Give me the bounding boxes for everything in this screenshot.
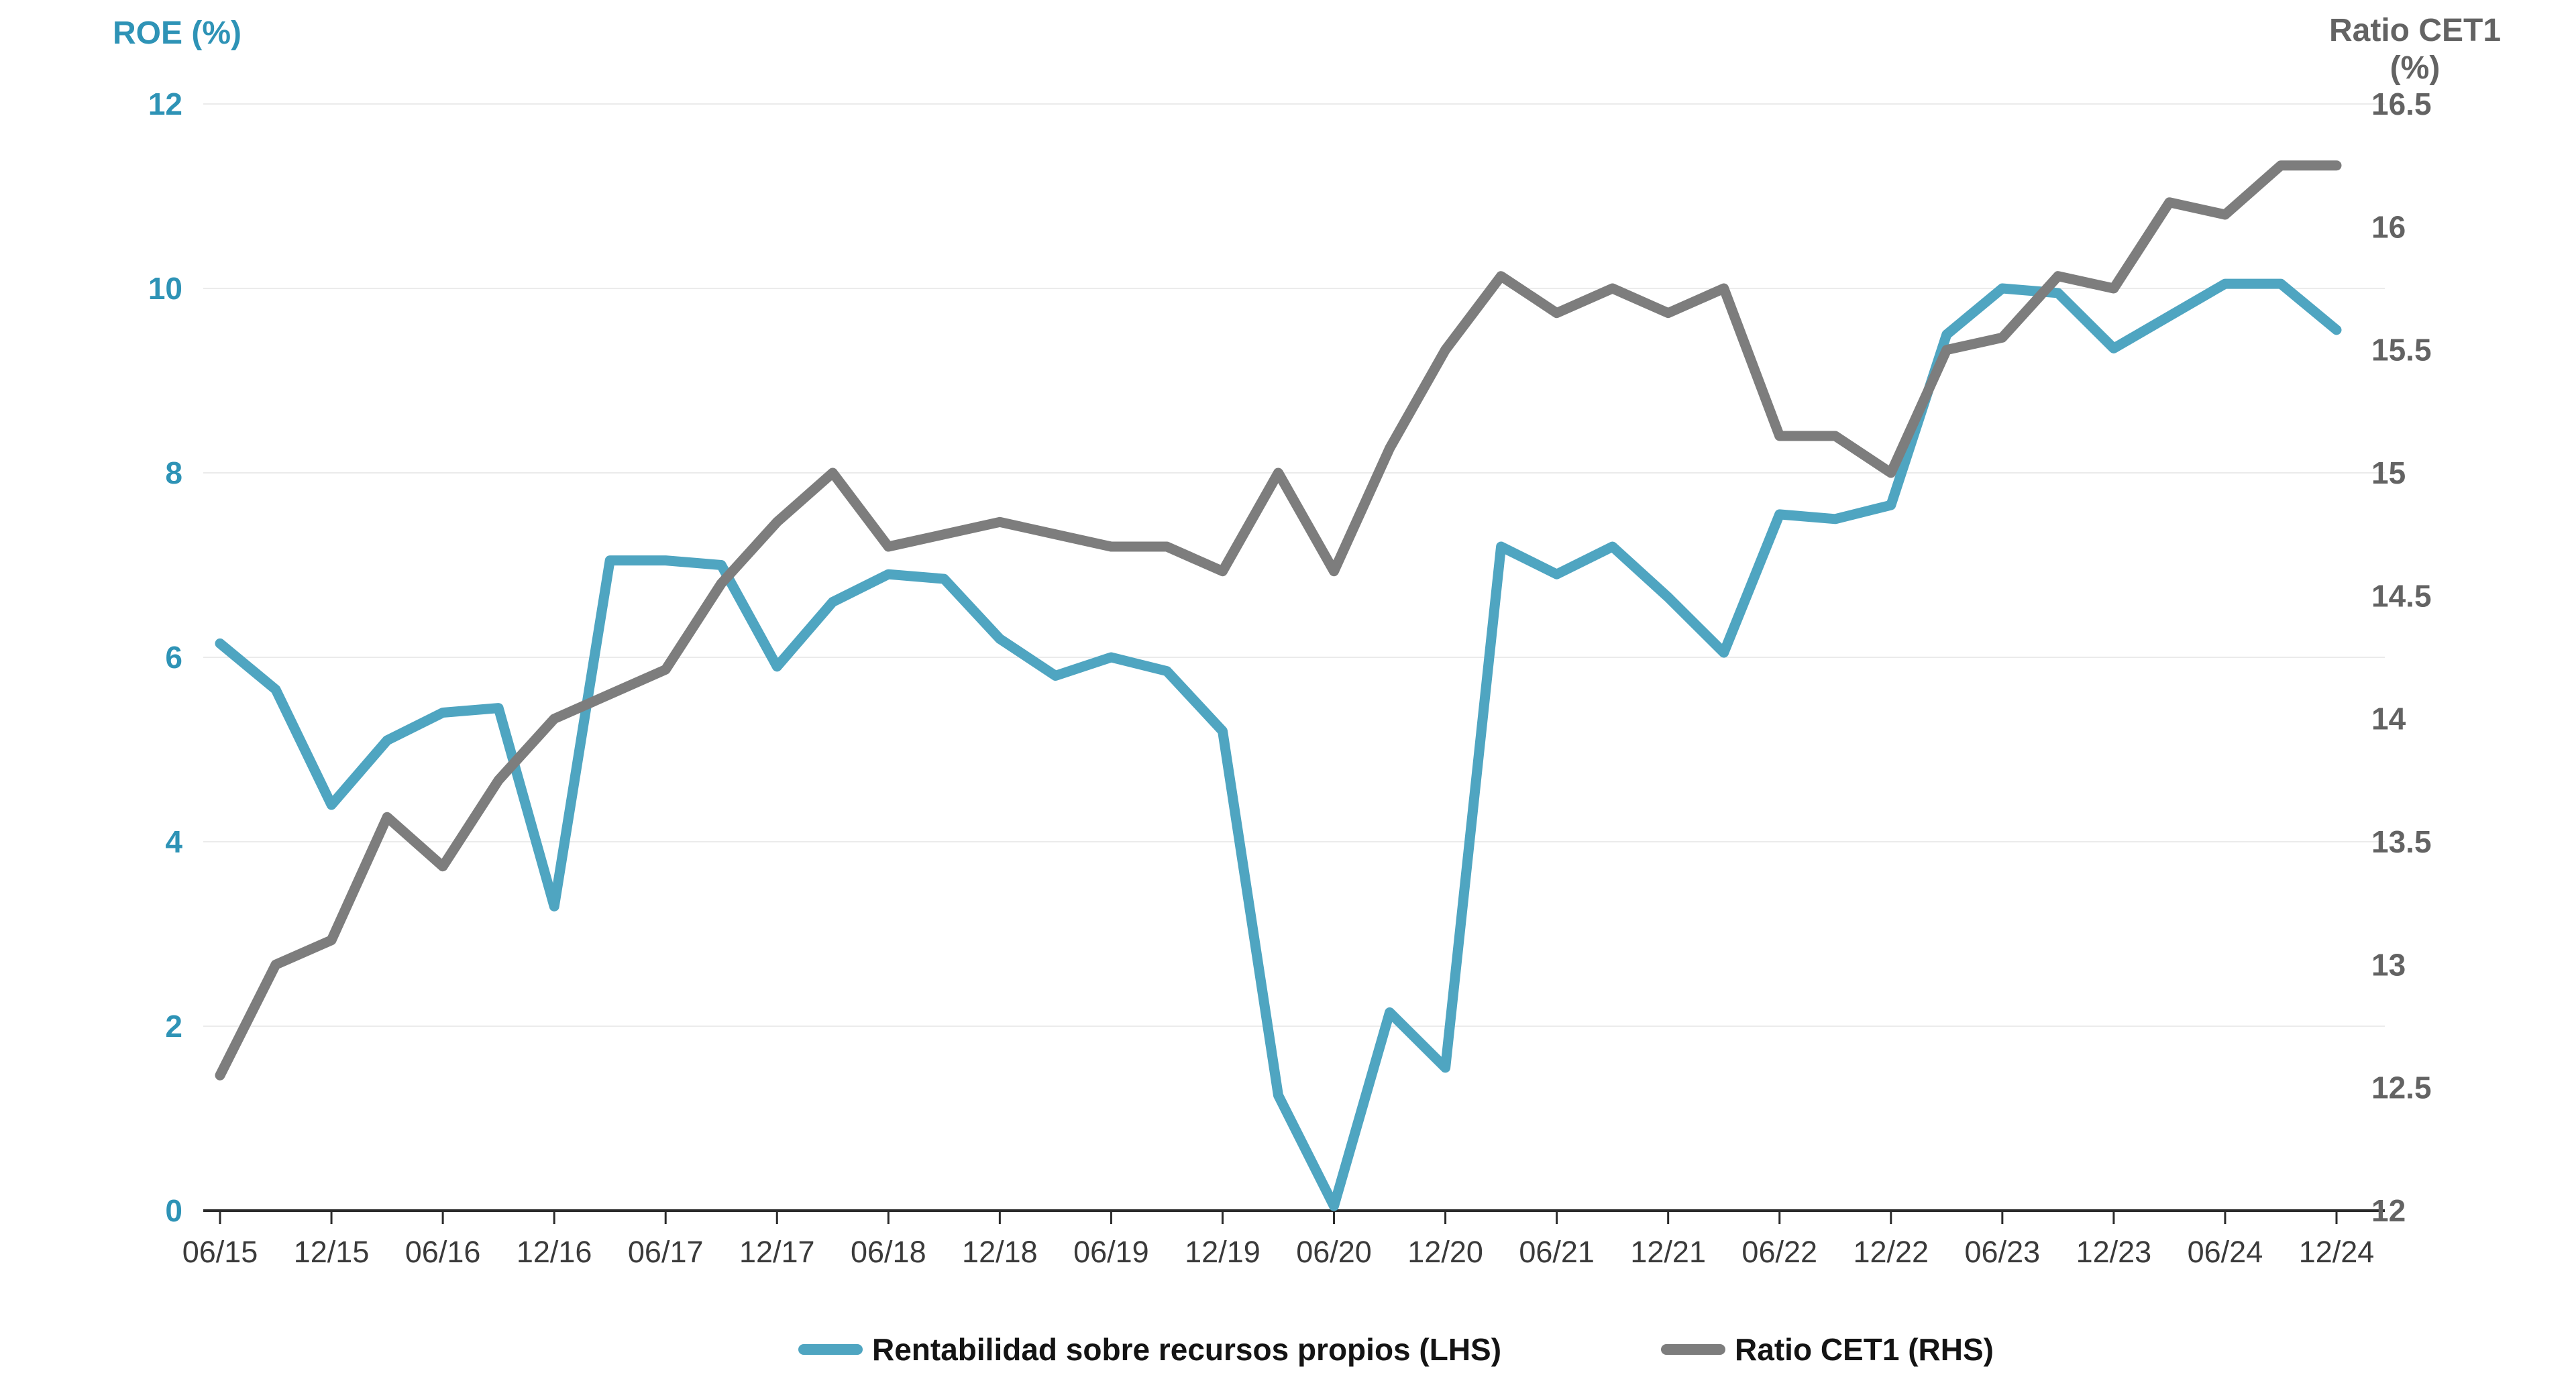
cet1-legend-label: Ratio CET1 (RHS) xyxy=(1735,1332,1994,1367)
x-axis-tick-label: 12/24 xyxy=(2299,1235,2375,1269)
x-axis-tick-label: 12/16 xyxy=(517,1235,592,1269)
x-axis-tick-label: 06/19 xyxy=(1073,1235,1149,1269)
right-axis-title: Ratio CET1 (%) xyxy=(2308,12,2522,87)
x-axis-tick-label: 12/19 xyxy=(1185,1235,1260,1269)
right-axis-tick-label: 14 xyxy=(2371,702,2406,736)
x-axis-tick-label: 06/22 xyxy=(1741,1235,1817,1269)
right-axis-tick-label: 15.5 xyxy=(2371,333,2432,368)
left-axis-tick-label: 10 xyxy=(148,271,182,306)
x-axis-tick-label: 06/15 xyxy=(182,1235,258,1269)
x-axis-tick-label: 06/23 xyxy=(1965,1235,2041,1269)
right-axis-tick-label: 16 xyxy=(2371,209,2406,244)
roe-legend-label: Rentabilidad sobre recursos propios (LHS… xyxy=(872,1332,1502,1367)
x-axis-tick-label: 12/17 xyxy=(739,1235,815,1269)
x-axis-tick-label: 12/15 xyxy=(294,1235,370,1269)
roe-line xyxy=(215,278,2342,1211)
x-axis-tick-label: 06/24 xyxy=(2188,1235,2263,1269)
legend: Rentabilidad sobre recursos propios (LHS… xyxy=(798,1331,1994,1368)
x-axis-tick-label: 12/23 xyxy=(2076,1235,2152,1269)
right-axis-tick-label: 16.5 xyxy=(2371,87,2432,121)
x-axis-tick-label: 06/21 xyxy=(1519,1235,1595,1269)
right-axis-title-line2: (%) xyxy=(2390,50,2440,86)
roe-legend-swatch xyxy=(798,1344,863,1355)
x-axis-tick-label: 12/22 xyxy=(1853,1235,1929,1269)
left-axis-tick-label: 2 xyxy=(165,1009,182,1044)
right-axis-tick-label: 14.5 xyxy=(2371,578,2432,613)
cet1-legend-swatch xyxy=(1661,1344,1726,1355)
x-axis-tick-label: 06/16 xyxy=(405,1235,481,1269)
x-axis-tick-label: 12/18 xyxy=(962,1235,1038,1269)
right-axis-tick-label: 12 xyxy=(2371,1193,2406,1228)
left-axis-title: ROE (%) xyxy=(113,15,241,51)
right-axis-title-line1: Ratio CET1 xyxy=(2328,13,2502,48)
x-axis-tick-label: 06/20 xyxy=(1296,1235,1372,1269)
x-axis-tick-label: 12/20 xyxy=(1407,1235,1483,1269)
right-axis-tick-label: 13 xyxy=(2371,947,2406,982)
right-axis-tick-label: 15 xyxy=(2371,455,2406,490)
cet1-line xyxy=(215,160,2342,1081)
right-axis-tick-label: 12.5 xyxy=(2371,1070,2432,1105)
left-axis-tick-label: 12 xyxy=(148,87,182,121)
left-axis-tick-label: 4 xyxy=(165,824,182,859)
left-axis-tick-label: 6 xyxy=(165,640,182,675)
x-axis-tick-label: 06/18 xyxy=(851,1235,926,1269)
legend-item-roe: Rentabilidad sobre recursos propios (LHS… xyxy=(798,1331,1501,1368)
left-axis-tick-label: 8 xyxy=(165,455,182,490)
legend-item-cet1: Ratio CET1 (RHS) xyxy=(1661,1331,1994,1368)
x-axis-tick-label: 12/21 xyxy=(1630,1235,1706,1269)
left-axis-tick-label: 0 xyxy=(165,1193,182,1228)
x-axis-tick-label: 06/17 xyxy=(628,1235,704,1269)
right-axis-tick-label: 13.5 xyxy=(2371,824,2432,859)
